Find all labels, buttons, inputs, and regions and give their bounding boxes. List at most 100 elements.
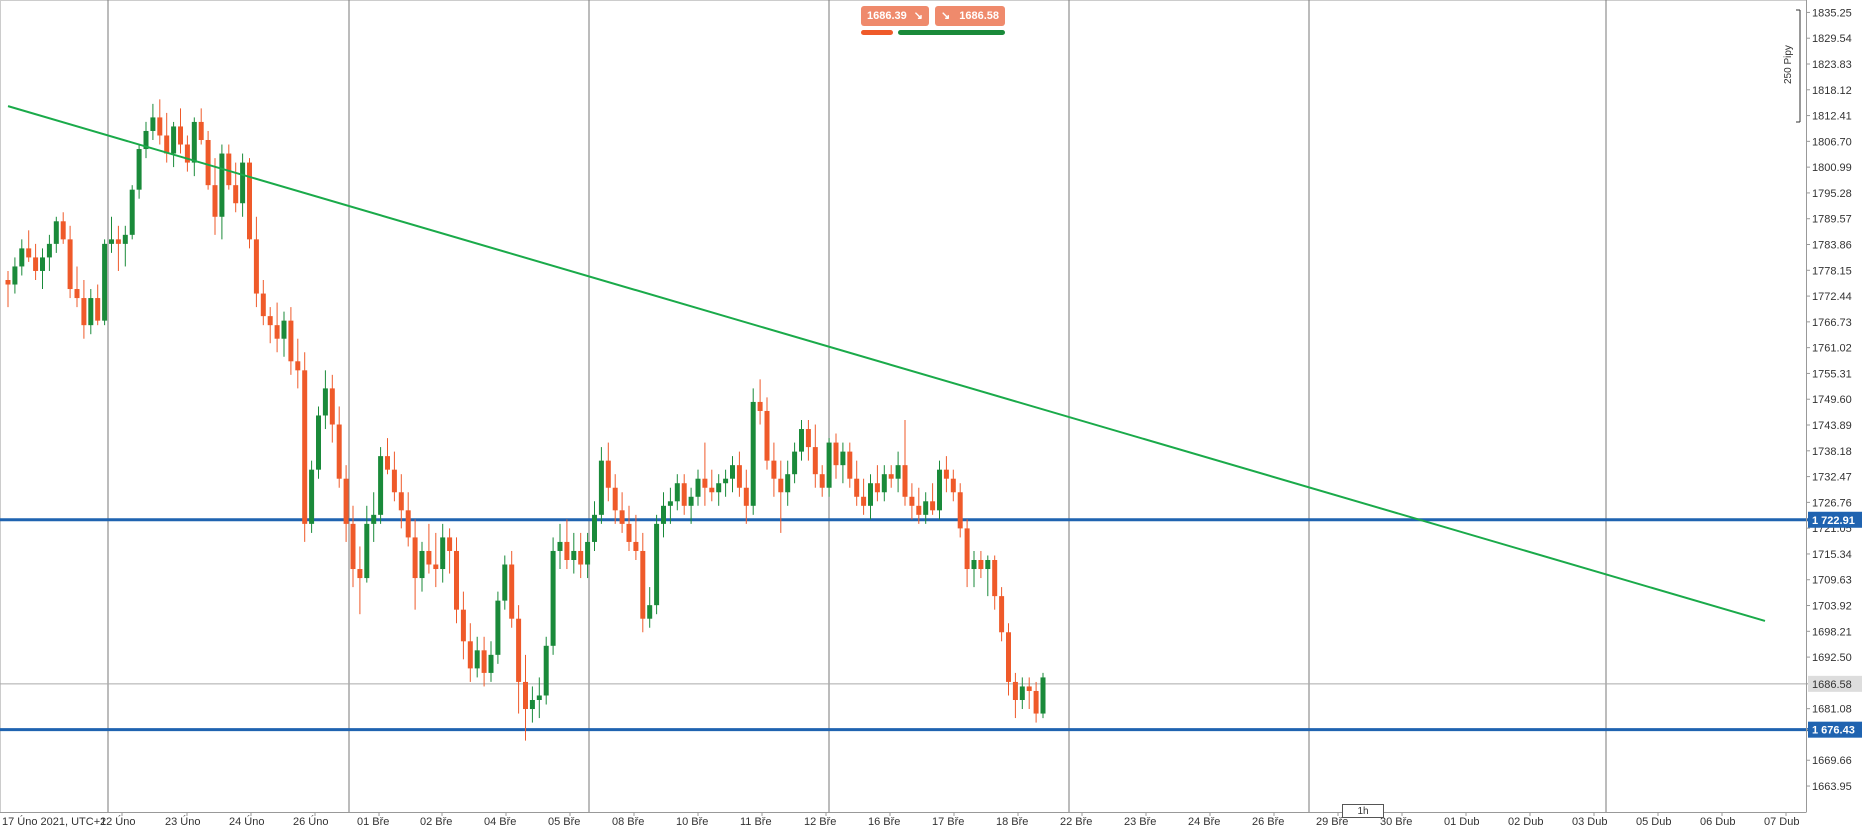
price-tick-label: 1755.31 — [1812, 368, 1852, 380]
time-tick-label: 16 Bře — [868, 816, 900, 828]
candle — [1019, 677, 1025, 710]
candle — [716, 474, 722, 506]
candle — [916, 487, 922, 524]
candle — [343, 465, 349, 542]
candle — [509, 550, 515, 628]
candle — [688, 487, 694, 524]
sell-price: 1686.39 — [867, 10, 907, 22]
timeframe-selector[interactable]: 1h — [1342, 804, 1384, 818]
candle — [764, 397, 770, 470]
candle — [46, 234, 52, 271]
time-tick-label: 02 Dub — [1508, 816, 1543, 828]
candle — [357, 546, 363, 615]
candle — [854, 460, 860, 506]
candle — [661, 492, 666, 538]
price-tick-label: 1783.86 — [1812, 240, 1852, 252]
candle — [612, 474, 618, 524]
candle — [260, 280, 266, 326]
candle — [971, 550, 977, 588]
candle — [302, 352, 308, 542]
time-tick-label: 22 Úno — [100, 815, 135, 828]
price-tick-label: 1761.02 — [1812, 343, 1852, 355]
time-tick-label: 08 Bře — [612, 816, 644, 828]
time-tick-label: 01 Bře — [357, 816, 389, 828]
price-tick-label: 1829.54 — [1812, 33, 1852, 45]
candle — [129, 185, 135, 240]
buy-spread-bar — [898, 30, 1005, 35]
candle — [709, 469, 715, 502]
level-price-tag — [1808, 721, 1862, 738]
candle — [1006, 623, 1011, 696]
candle — [819, 465, 825, 497]
candle — [923, 492, 929, 524]
time-tick-label: 07 Dub — [1764, 816, 1799, 828]
candle — [102, 239, 108, 326]
price-axis: 1835.25 1829.54 1823.83 1818.12 1812.41 1806.… — [1796, 0, 1862, 812]
sell-button[interactable]: 1686.39 ↘ — [861, 6, 929, 26]
price-tick-label: 1835.25 — [1812, 7, 1852, 19]
candle — [992, 555, 998, 610]
level-price-label: 1 722.91 — [1812, 515, 1855, 527]
time-tick-label: 18 Bře — [996, 816, 1028, 828]
candle — [598, 447, 604, 524]
candle — [778, 460, 784, 533]
time-tick-label: 06 Dub — [1700, 816, 1735, 828]
time-tick-label: 12 Bře — [804, 816, 836, 828]
candle — [115, 225, 121, 271]
price-tick-label: 1772.44 — [1812, 291, 1852, 303]
candle — [1040, 672, 1046, 719]
time-tick-label: 23 Úno — [165, 815, 200, 828]
candle — [350, 505, 356, 588]
candle — [109, 216, 114, 253]
candle — [433, 532, 439, 588]
time-tick-label: 22 Bře — [1060, 816, 1092, 828]
candle — [619, 492, 625, 533]
candle — [826, 438, 832, 497]
candle — [930, 483, 936, 515]
candle — [868, 474, 873, 520]
candle — [654, 514, 660, 615]
candle — [523, 654, 528, 741]
candle — [454, 537, 459, 624]
candle — [536, 677, 542, 719]
candle — [792, 442, 798, 484]
candle — [467, 623, 473, 682]
buy-arrow-icon: ↘ — [941, 10, 951, 22]
time-axis: 17 Úno 2021, UTC+122 Úno 23 Úno 24 Úno 26 Ú… — [0, 812, 1806, 828]
candle — [861, 478, 867, 515]
buy-button[interactable]: ↘ 1686.58 — [935, 6, 1005, 26]
price-tick-label: 1806.70 — [1812, 136, 1852, 148]
candle — [840, 442, 846, 484]
candle — [640, 532, 646, 633]
candle — [426, 523, 432, 574]
candle — [5, 270, 11, 308]
candle — [999, 587, 1005, 642]
candle — [364, 505, 370, 583]
price-tick-label: 1778.15 — [1812, 265, 1852, 277]
candle — [95, 284, 101, 326]
price-tick-label: 1732.47 — [1812, 472, 1852, 484]
candle — [681, 474, 687, 515]
time-tick-label: 02 Bře — [420, 816, 452, 828]
candle — [74, 266, 80, 308]
candle — [481, 636, 487, 687]
candle — [184, 135, 190, 172]
time-tick-label: 01 Dub — [1444, 816, 1479, 828]
candle — [674, 474, 680, 511]
candle — [1026, 677, 1032, 710]
candle — [143, 121, 149, 159]
buy-price: 1686.58 — [959, 10, 999, 22]
candle — [874, 465, 880, 502]
candle — [605, 442, 611, 502]
candle — [730, 456, 735, 493]
time-tick-label: 03 Dub — [1572, 816, 1607, 828]
candle — [736, 451, 742, 497]
candle — [1033, 681, 1039, 723]
price-tick-label: 1669.66 — [1812, 755, 1852, 767]
candle — [557, 523, 563, 570]
candle — [812, 424, 818, 488]
candle — [150, 103, 156, 140]
candle — [529, 686, 535, 723]
candle — [60, 212, 66, 244]
